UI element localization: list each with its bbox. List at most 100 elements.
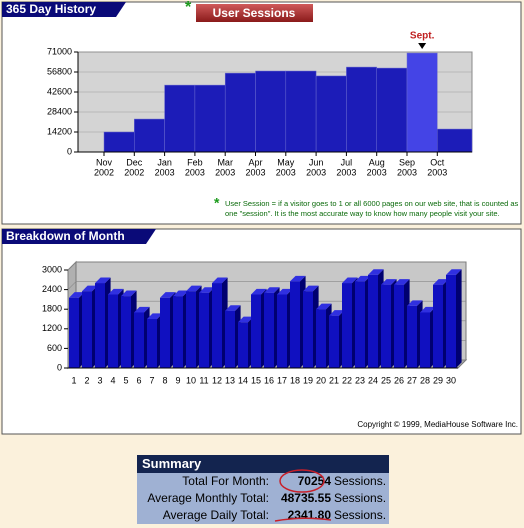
- y-tick-label: 71000: [47, 46, 72, 56]
- bar-top: [121, 290, 137, 297]
- copyright: Copyright © 1999, MediaHouse Software In…: [357, 420, 518, 429]
- highlight-label: Sept.: [410, 31, 435, 42]
- x-tick-label: 7: [149, 375, 154, 385]
- bar: [95, 283, 105, 368]
- x-tick-label: 20: [316, 375, 326, 385]
- x-tick-label: Mar: [217, 157, 233, 167]
- x-tick-label: 26: [394, 375, 404, 385]
- x-tick-label: 2003: [245, 167, 265, 177]
- bar: [134, 312, 144, 368]
- bar: [285, 70, 317, 153]
- bar: [199, 292, 209, 368]
- bar-top: [342, 277, 358, 284]
- bar: [173, 296, 183, 368]
- bar: [381, 284, 391, 368]
- bar: [186, 291, 196, 368]
- note-mark: *: [185, 0, 192, 16]
- x-tick-label: Nov: [96, 157, 113, 167]
- x-tick-label: 2003: [306, 167, 326, 177]
- x-tick-label: 28: [420, 375, 430, 385]
- panel-title: Breakdown of Month: [6, 229, 125, 243]
- note: User Session = if a visitor goes to 1 or…: [225, 199, 518, 218]
- x-tick-label: 2003: [185, 167, 205, 177]
- x-tick-label: Sep: [399, 157, 415, 167]
- x-tick-label: 23: [355, 375, 365, 385]
- bar: [346, 66, 377, 153]
- bar-top: [329, 310, 345, 316]
- row-value: 70254: [297, 474, 331, 488]
- y-tick-label: 1200: [42, 323, 62, 333]
- x-tick-label: 2003: [276, 167, 296, 177]
- bar: [212, 283, 222, 368]
- summary-row: Average Monthly Total: 48735.55 Sessions.: [137, 490, 389, 507]
- x-tick-label: 2: [84, 375, 89, 385]
- bar-top: [238, 316, 254, 323]
- x-tick-label: 2003: [397, 167, 417, 177]
- bar: [407, 305, 417, 368]
- panel-title: 365 Day History: [6, 2, 96, 16]
- bar: [394, 284, 404, 368]
- title-box: [196, 4, 313, 22]
- bar: [420, 312, 430, 368]
- row-label: Total For Month:: [182, 474, 269, 488]
- x-tick-label: Oct: [430, 157, 445, 167]
- bar: [433, 284, 443, 368]
- x-tick-label: 9: [175, 375, 180, 385]
- grid-line: [67, 281, 466, 290]
- bar-top: [355, 275, 371, 282]
- summary-title: Summary: [137, 455, 389, 473]
- x-tick-label: 24: [368, 375, 378, 385]
- bar-top: [368, 269, 384, 275]
- bar: [69, 297, 79, 368]
- bar-top: [446, 269, 462, 275]
- bar: [355, 281, 365, 368]
- bar-top: [433, 279, 449, 285]
- x-tick-label: May: [277, 157, 295, 167]
- x-tick-label: 2003: [155, 167, 175, 177]
- x-tick-label: 2003: [215, 167, 235, 177]
- y-tick-label: 3000: [42, 264, 62, 274]
- y-tick-label: 42600: [47, 86, 72, 96]
- bar: [368, 274, 378, 368]
- x-tick-label: 13: [225, 375, 235, 385]
- bar: [224, 72, 256, 153]
- x-tick-label: Apr: [248, 157, 262, 167]
- y-tick-label: 2400: [42, 284, 62, 294]
- y-tick-label: 1800: [42, 304, 62, 314]
- charts: 365 Day History Breakdown of Month * Use…: [1, 0, 522, 435]
- bar: [238, 322, 248, 368]
- y-tick-label: 0: [57, 362, 62, 372]
- bar-top: [251, 288, 267, 295]
- row-value: 48735.55: [280, 491, 331, 505]
- bar-top: [303, 285, 319, 292]
- chart-title: User Sessions: [213, 6, 296, 20]
- x-tick-label: 4: [110, 375, 115, 385]
- bar-top: [199, 287, 215, 293]
- x-tick-label: 11: [199, 375, 208, 385]
- bar: [82, 291, 92, 368]
- bar: [103, 131, 135, 153]
- y-tick-label: 14200: [47, 126, 72, 136]
- x-tick-label: 2002: [124, 167, 144, 177]
- y-tick-label: 28400: [47, 106, 72, 116]
- x-tick-label: 2002: [94, 167, 114, 177]
- bar-top: [264, 287, 280, 293]
- panel-tab: [2, 2, 126, 17]
- row-unit: Sessions.: [334, 474, 387, 488]
- x-tick-label: 18: [290, 375, 300, 385]
- x-tick-label: 29: [433, 375, 443, 385]
- x-tick-label: 2003: [336, 167, 356, 177]
- bar: [315, 75, 347, 153]
- bar-top: [186, 285, 202, 292]
- x-tick-label: 12: [212, 375, 222, 385]
- y-tick-label: 0: [67, 146, 72, 156]
- highlight-marker: [418, 43, 427, 50]
- grid-line: [67, 261, 466, 271]
- bar: [329, 315, 339, 368]
- bar: [194, 84, 226, 153]
- x-tick-label: 6: [136, 375, 141, 385]
- bar: [264, 292, 274, 368]
- bar: [376, 67, 408, 153]
- note-mark: *: [214, 195, 220, 211]
- bar: [406, 52, 438, 153]
